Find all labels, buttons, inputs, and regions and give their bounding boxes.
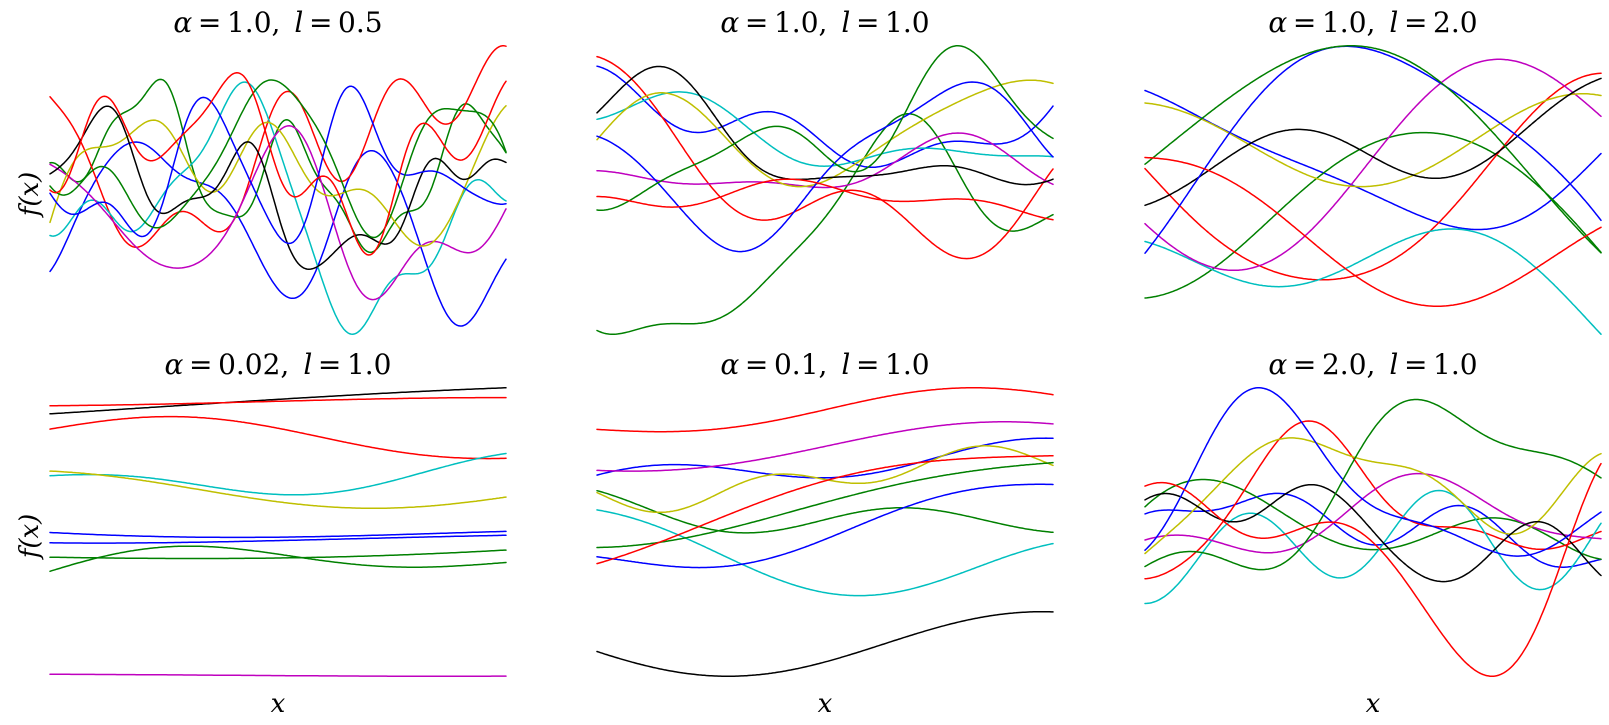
sample-curve-black [1144, 77, 1602, 207]
l-value: = 1.0 [850, 348, 929, 381]
y-axis-label: f(x) [15, 514, 45, 561]
sample-curve-yellow [1144, 93, 1602, 188]
sample-curve-blue [1144, 492, 1602, 568]
sample-curve-blue [49, 85, 507, 245]
sample-curve-cyan [1144, 228, 1602, 335]
sample-curve-cyan [49, 81, 507, 335]
subplot-5: α = 0.1, l = 1.0 x [596, 348, 1054, 719]
sample-curve-black [49, 387, 507, 415]
sample-curve-red [1144, 462, 1602, 677]
alpha-value: = 1.0, [192, 6, 294, 39]
alpha-value: = 1.0, [1287, 6, 1389, 39]
l-value: = 1.0 [850, 6, 929, 39]
sample-curve-cyan [49, 452, 507, 496]
subplot-1: α = 1.0, l = 0.5 f(x) [15, 6, 507, 335]
sample-curve-red [596, 178, 1054, 221]
alpha-symbol: α [1268, 6, 1287, 39]
alpha-symbol: α [720, 6, 739, 39]
l-value: = 2.0 [1398, 6, 1477, 39]
sample-curve-blue [596, 81, 1054, 253]
sample-curve-green [1144, 398, 1602, 571]
x-axis-label: x [271, 689, 286, 719]
subplot-title: α = 2.0, l = 1.0 [1268, 348, 1477, 381]
sample-curve-red [49, 415, 507, 460]
sample-curve-yellow [49, 470, 507, 510]
alpha-value: = 1.0, [739, 6, 841, 39]
alpha-symbol: α [173, 6, 192, 39]
sample-curve-blue [596, 483, 1054, 569]
sample-curve-red [49, 45, 507, 248]
sample-curve-yellow [596, 445, 1054, 514]
sample-curve-green [1144, 45, 1602, 254]
sample-curve-magenta [49, 125, 507, 301]
alpha-value: = 0.1, [739, 348, 841, 381]
subplot-title: α = 1.0, l = 2.0 [1268, 6, 1477, 39]
subplot-4: α = 0.02, l = 1.0 f(x) x [15, 348, 507, 719]
sample-curve-red [1144, 156, 1602, 308]
sample-curve-blue [49, 530, 507, 539]
sample-curve-blue [49, 141, 507, 327]
sample-curve-red [49, 396, 507, 407]
l-symbol: l [841, 348, 850, 381]
sample-curve-yellow [49, 105, 507, 247]
alpha-value: = 2.0, [1287, 348, 1389, 381]
sample-curve-blue [1144, 387, 1602, 557]
sample-curve-blue [1144, 89, 1602, 231]
alpha-value: = 0.02, [183, 348, 303, 381]
x-axis-label: x [818, 689, 833, 719]
sample-curve-blue [1144, 45, 1602, 254]
y-axis-label: f(x) [15, 172, 45, 219]
alpha-symbol: α [165, 348, 184, 381]
sample-curve-black [596, 65, 1054, 186]
sample-curve-cyan [596, 509, 1054, 597]
sample-curve-green [596, 461, 1054, 549]
alpha-symbol: α [1268, 348, 1287, 381]
sample-curve-red [596, 387, 1054, 433]
sample-curve-green [49, 545, 507, 573]
sample-curve-green [1144, 131, 1602, 299]
subplot-title: α = 0.1, l = 1.0 [720, 348, 929, 381]
alpha-symbol: α [720, 348, 739, 381]
sample-curve-green [596, 113, 1054, 335]
subplot-title: α = 0.02, l = 1.0 [165, 348, 392, 381]
subplot-2: α = 1.0, l = 1.0 [596, 6, 1054, 335]
l-symbol: l [303, 348, 312, 381]
l-value: = 0.5 [303, 6, 382, 39]
l-value: = 1.0 [312, 348, 391, 381]
sample-curve-red [1144, 72, 1602, 281]
subplot-6: α = 2.0, l = 1.0 x [1144, 348, 1602, 719]
sample-curve-yellow [596, 79, 1054, 188]
sample-curve-green [596, 489, 1054, 534]
sample-curve-magenta [596, 421, 1054, 472]
sample-curve-red [1144, 420, 1602, 580]
l-symbol: l [1389, 348, 1398, 381]
sample-curve-black [596, 610, 1054, 677]
l-symbol: l [294, 6, 303, 39]
sample-curve-green [596, 45, 1054, 211]
l-value: = 1.0 [1398, 348, 1477, 381]
x-axis-label: x [1366, 689, 1381, 719]
sample-curve-magenta [1144, 58, 1602, 272]
sample-curve-red [49, 72, 507, 256]
sample-curve-red [596, 455, 1054, 565]
l-symbol: l [1389, 6, 1398, 39]
sample-curve-blue [596, 65, 1054, 169]
sample-curve-yellow [1144, 437, 1602, 555]
sample-curve-green [49, 79, 507, 239]
subplot-3: α = 1.0, l = 2.0 [1144, 6, 1602, 335]
sample-curve-red [596, 55, 1054, 260]
sample-curve-blue [49, 534, 507, 544]
sample-curve-magenta [596, 132, 1054, 189]
sample-curve-green [49, 549, 507, 560]
sample-curve-cyan [596, 91, 1054, 167]
sample-curve-cyan [1144, 489, 1602, 605]
subplot-title: α = 1.0, l = 1.0 [720, 6, 929, 39]
subplot-title: α = 1.0, l = 0.5 [173, 6, 382, 39]
sample-curve-magenta [49, 673, 507, 677]
sample-curve-black [49, 105, 507, 270]
l-symbol: l [841, 6, 850, 39]
